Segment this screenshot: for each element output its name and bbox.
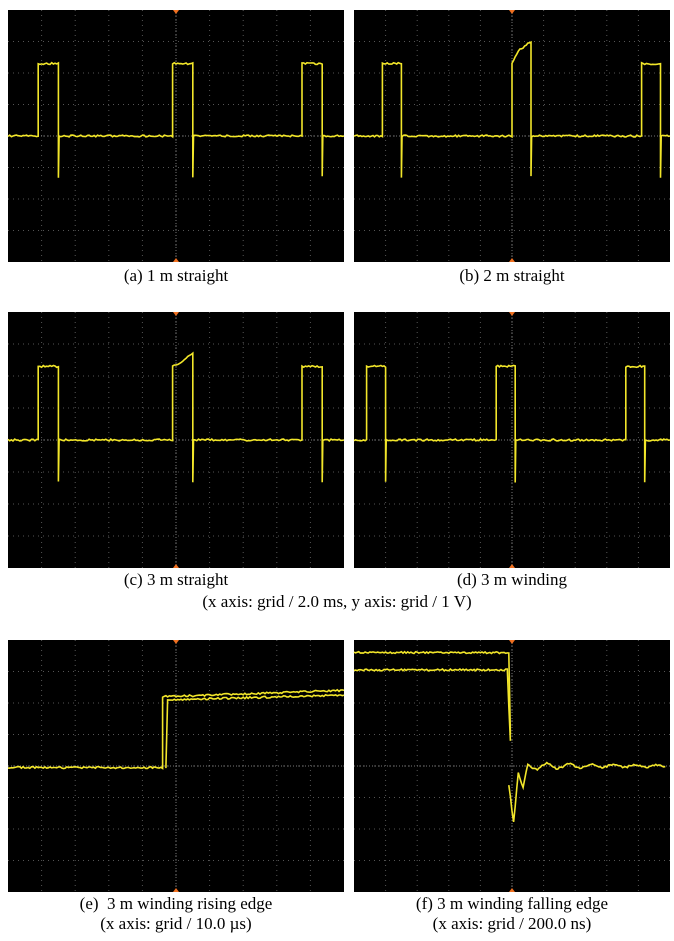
scope-screen <box>8 312 344 568</box>
caption: (c) 3 m straight <box>8 570 344 590</box>
scope-screen <box>8 10 344 262</box>
scope-screen <box>354 640 670 892</box>
caption: (f) 3 m winding falling edge <box>354 894 670 914</box>
caption: (b) 2 m straight <box>354 266 670 286</box>
caption: (a) 1 m straight <box>8 266 344 286</box>
figure: (a) 1 m straight (b) 2 m straight (c) 3 … <box>0 0 674 941</box>
caption: (d) 3 m winding <box>354 570 670 590</box>
scope-screen <box>354 312 670 568</box>
scope-screen <box>8 640 344 892</box>
screens <box>0 0 674 941</box>
axis-note: (x axis: grid / 200.0 ns) <box>354 914 670 934</box>
scope-screen <box>354 10 670 262</box>
shared-note: (x axis: grid / 2.0 ms, y axis: grid / 1… <box>0 592 674 612</box>
axis-note: (x axis: grid / 10.0 µs) <box>8 914 344 934</box>
caption: (e) 3 m winding rising edge <box>8 894 344 914</box>
